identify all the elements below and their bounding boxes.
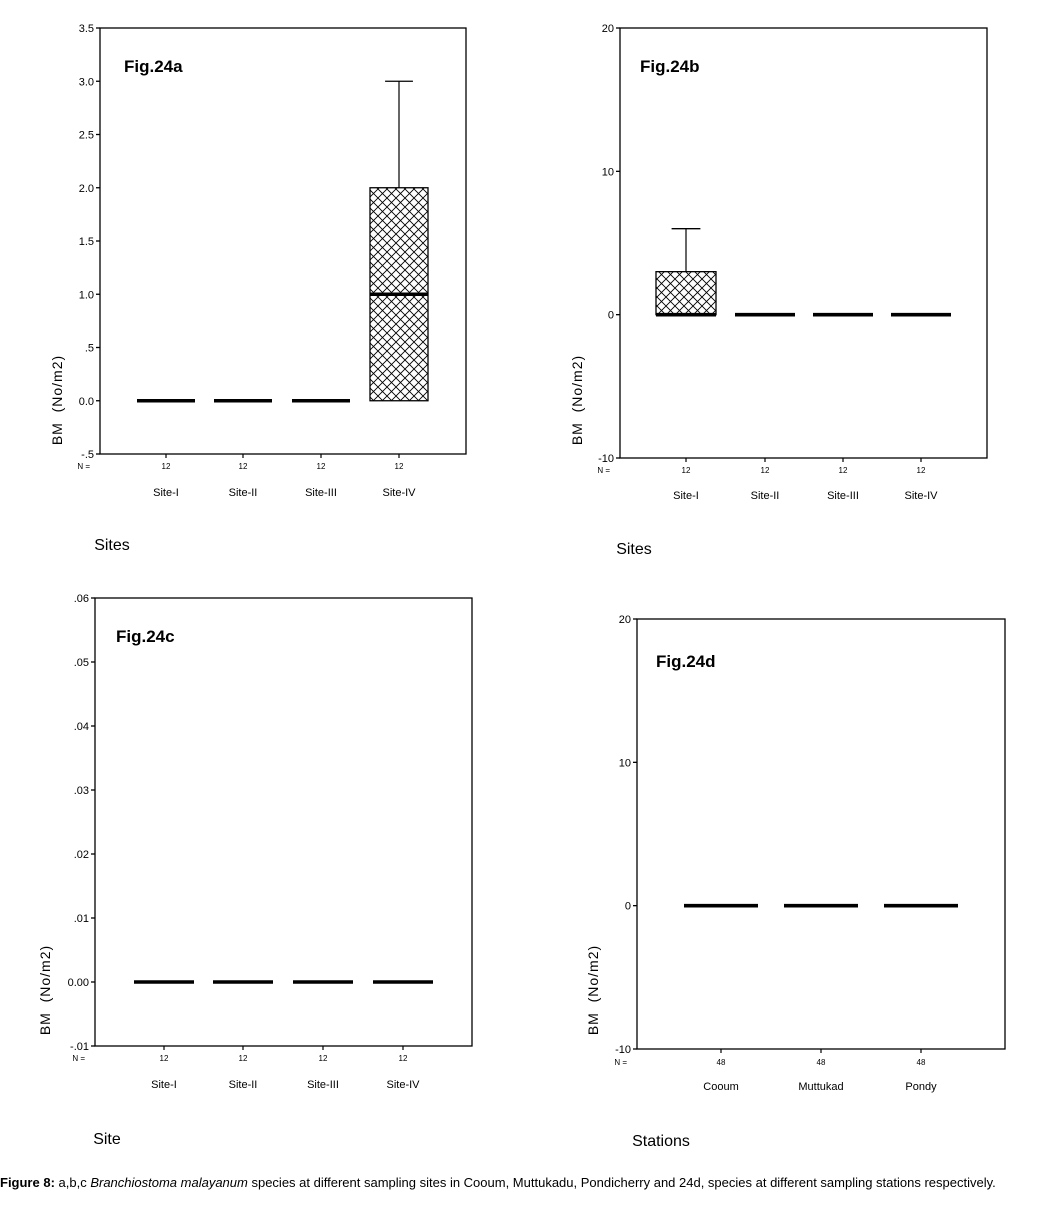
n-value: 48 bbox=[917, 1058, 926, 1067]
n-label: N = bbox=[77, 462, 90, 471]
n-value: 12 bbox=[399, 1054, 408, 1063]
chart-panel-4: -10 0 10 20 N = 48 Cooum 48 Muttukad 48 Pondy Fig.2… bbox=[585, 614, 1006, 1150]
y-tick-label: 20 bbox=[619, 614, 631, 626]
y-tick-label: .5 bbox=[85, 343, 94, 355]
y-tick-label: .06 bbox=[74, 593, 89, 605]
x-category-label: Site-I bbox=[151, 1079, 177, 1091]
y-axis-label: BM (No/m2) bbox=[569, 355, 585, 445]
y-tick-label: 0.0 bbox=[79, 396, 94, 408]
n-label: N = bbox=[614, 1058, 627, 1067]
y-tick-label: 0.00 bbox=[68, 977, 89, 989]
plot-frame bbox=[636, 618, 1006, 1050]
x-category-label: Site-IV bbox=[382, 487, 416, 499]
x-axis-label: Sites bbox=[94, 537, 130, 554]
n-label: N = bbox=[72, 1054, 85, 1063]
boxplot-site-iv bbox=[369, 80, 429, 402]
y-tick-label: 2.0 bbox=[79, 183, 94, 195]
caption-species: Branchiostoma malayanum bbox=[90, 1175, 248, 1190]
n-value: 12 bbox=[395, 462, 404, 471]
n-value: 48 bbox=[817, 1058, 826, 1067]
caption-text-after: species at different sampling sites in C… bbox=[247, 1175, 996, 1190]
y-tick-label: .04 bbox=[74, 721, 89, 733]
x-category-label: Cooum bbox=[703, 1081, 738, 1093]
y-tick-label: -10 bbox=[615, 1044, 631, 1056]
panel-label: Fig.24c bbox=[116, 627, 175, 646]
y-tick-label: .02 bbox=[74, 849, 89, 861]
x-category-label: Site-III bbox=[307, 1079, 339, 1091]
n-value: 12 bbox=[682, 466, 691, 475]
y-axis-label: BM (No/m2) bbox=[37, 945, 53, 1035]
x-category-label: Site-I bbox=[673, 490, 699, 502]
y-axis-label: BM (No/m2) bbox=[585, 945, 601, 1035]
panel-label: Fig.24a bbox=[124, 57, 183, 76]
x-category-label: Site-I bbox=[153, 487, 179, 499]
y-axis-label: BM (No/m2) bbox=[49, 355, 65, 445]
y-tick-label: -10 bbox=[598, 453, 614, 465]
panel-label: Fig.24b bbox=[640, 57, 700, 76]
n-value: 12 bbox=[239, 1054, 248, 1063]
plot-frame bbox=[94, 597, 473, 1047]
caption-text-before: a,b,c bbox=[54, 1175, 91, 1190]
x-category-label: Site-III bbox=[827, 490, 859, 502]
x-category-label: Muttukad bbox=[798, 1081, 843, 1093]
x-axis-label: Site bbox=[93, 1131, 121, 1148]
y-tick-label: .05 bbox=[74, 657, 89, 669]
x-category-label: Site-II bbox=[751, 490, 780, 502]
x-category-label: Site-IV bbox=[386, 1079, 420, 1091]
n-value: 12 bbox=[160, 1054, 169, 1063]
y-tick-label: 10 bbox=[619, 757, 631, 769]
y-tick-label: 20 bbox=[602, 23, 614, 35]
y-tick-label: 3.0 bbox=[79, 76, 94, 88]
n-value: 12 bbox=[917, 466, 926, 475]
boxplot-site-i bbox=[655, 228, 717, 317]
x-axis-label: Sites bbox=[616, 541, 652, 558]
chart-panel-1: -.5 0.0 .5 1.0 1.5 2.0 2.5 3.0 3.5 N = 12 Site-I 12 S… bbox=[49, 23, 467, 554]
y-tick-label: .01 bbox=[74, 913, 89, 925]
y-tick-label: .03 bbox=[74, 785, 89, 797]
x-category-label: Site-IV bbox=[904, 490, 938, 502]
n-value: 12 bbox=[839, 466, 848, 475]
figure-caption: Figure 8: a,b,c Branchiostoma malayanum … bbox=[0, 1175, 1045, 1191]
y-tick-label: 0 bbox=[608, 310, 614, 322]
y-tick-label: -.01 bbox=[70, 1041, 89, 1053]
n-value: 12 bbox=[761, 466, 770, 475]
n-value: 12 bbox=[162, 462, 171, 471]
panel-label: Fig.24d bbox=[656, 652, 716, 671]
x-category-label: Pondy bbox=[905, 1081, 937, 1093]
box-iqr bbox=[655, 271, 717, 316]
y-tick-label: 1.0 bbox=[79, 289, 94, 301]
y-tick-label: 0 bbox=[625, 901, 631, 913]
y-tick-label: -.5 bbox=[81, 449, 94, 461]
x-category-label: Site-III bbox=[305, 487, 337, 499]
y-tick-label: 2.5 bbox=[79, 130, 94, 142]
n-value: 12 bbox=[239, 462, 248, 471]
chart-panel-3: -.01 0.00 .01 .02 .03 .04 .05 .06 N = 12 Site-I 12 S… bbox=[37, 593, 473, 1148]
caption-label: Figure 8: bbox=[0, 1175, 55, 1190]
plot-frame bbox=[619, 27, 988, 459]
x-category-label: Site-II bbox=[229, 1079, 258, 1091]
chart-panel-2: -10 0 10 20 N = 12 Site-I 12 Site-II 12 Site-III 12… bbox=[569, 23, 988, 558]
x-category-label: Site-II bbox=[229, 487, 258, 499]
n-label: N = bbox=[597, 466, 610, 475]
n-value: 12 bbox=[319, 1054, 328, 1063]
y-tick-label: 1.5 bbox=[79, 236, 94, 248]
y-tick-label: 10 bbox=[602, 166, 614, 178]
y-tick-label: 3.5 bbox=[79, 23, 94, 35]
n-value: 48 bbox=[717, 1058, 726, 1067]
x-axis-label: Stations bbox=[632, 1133, 690, 1150]
n-value: 12 bbox=[317, 462, 326, 471]
